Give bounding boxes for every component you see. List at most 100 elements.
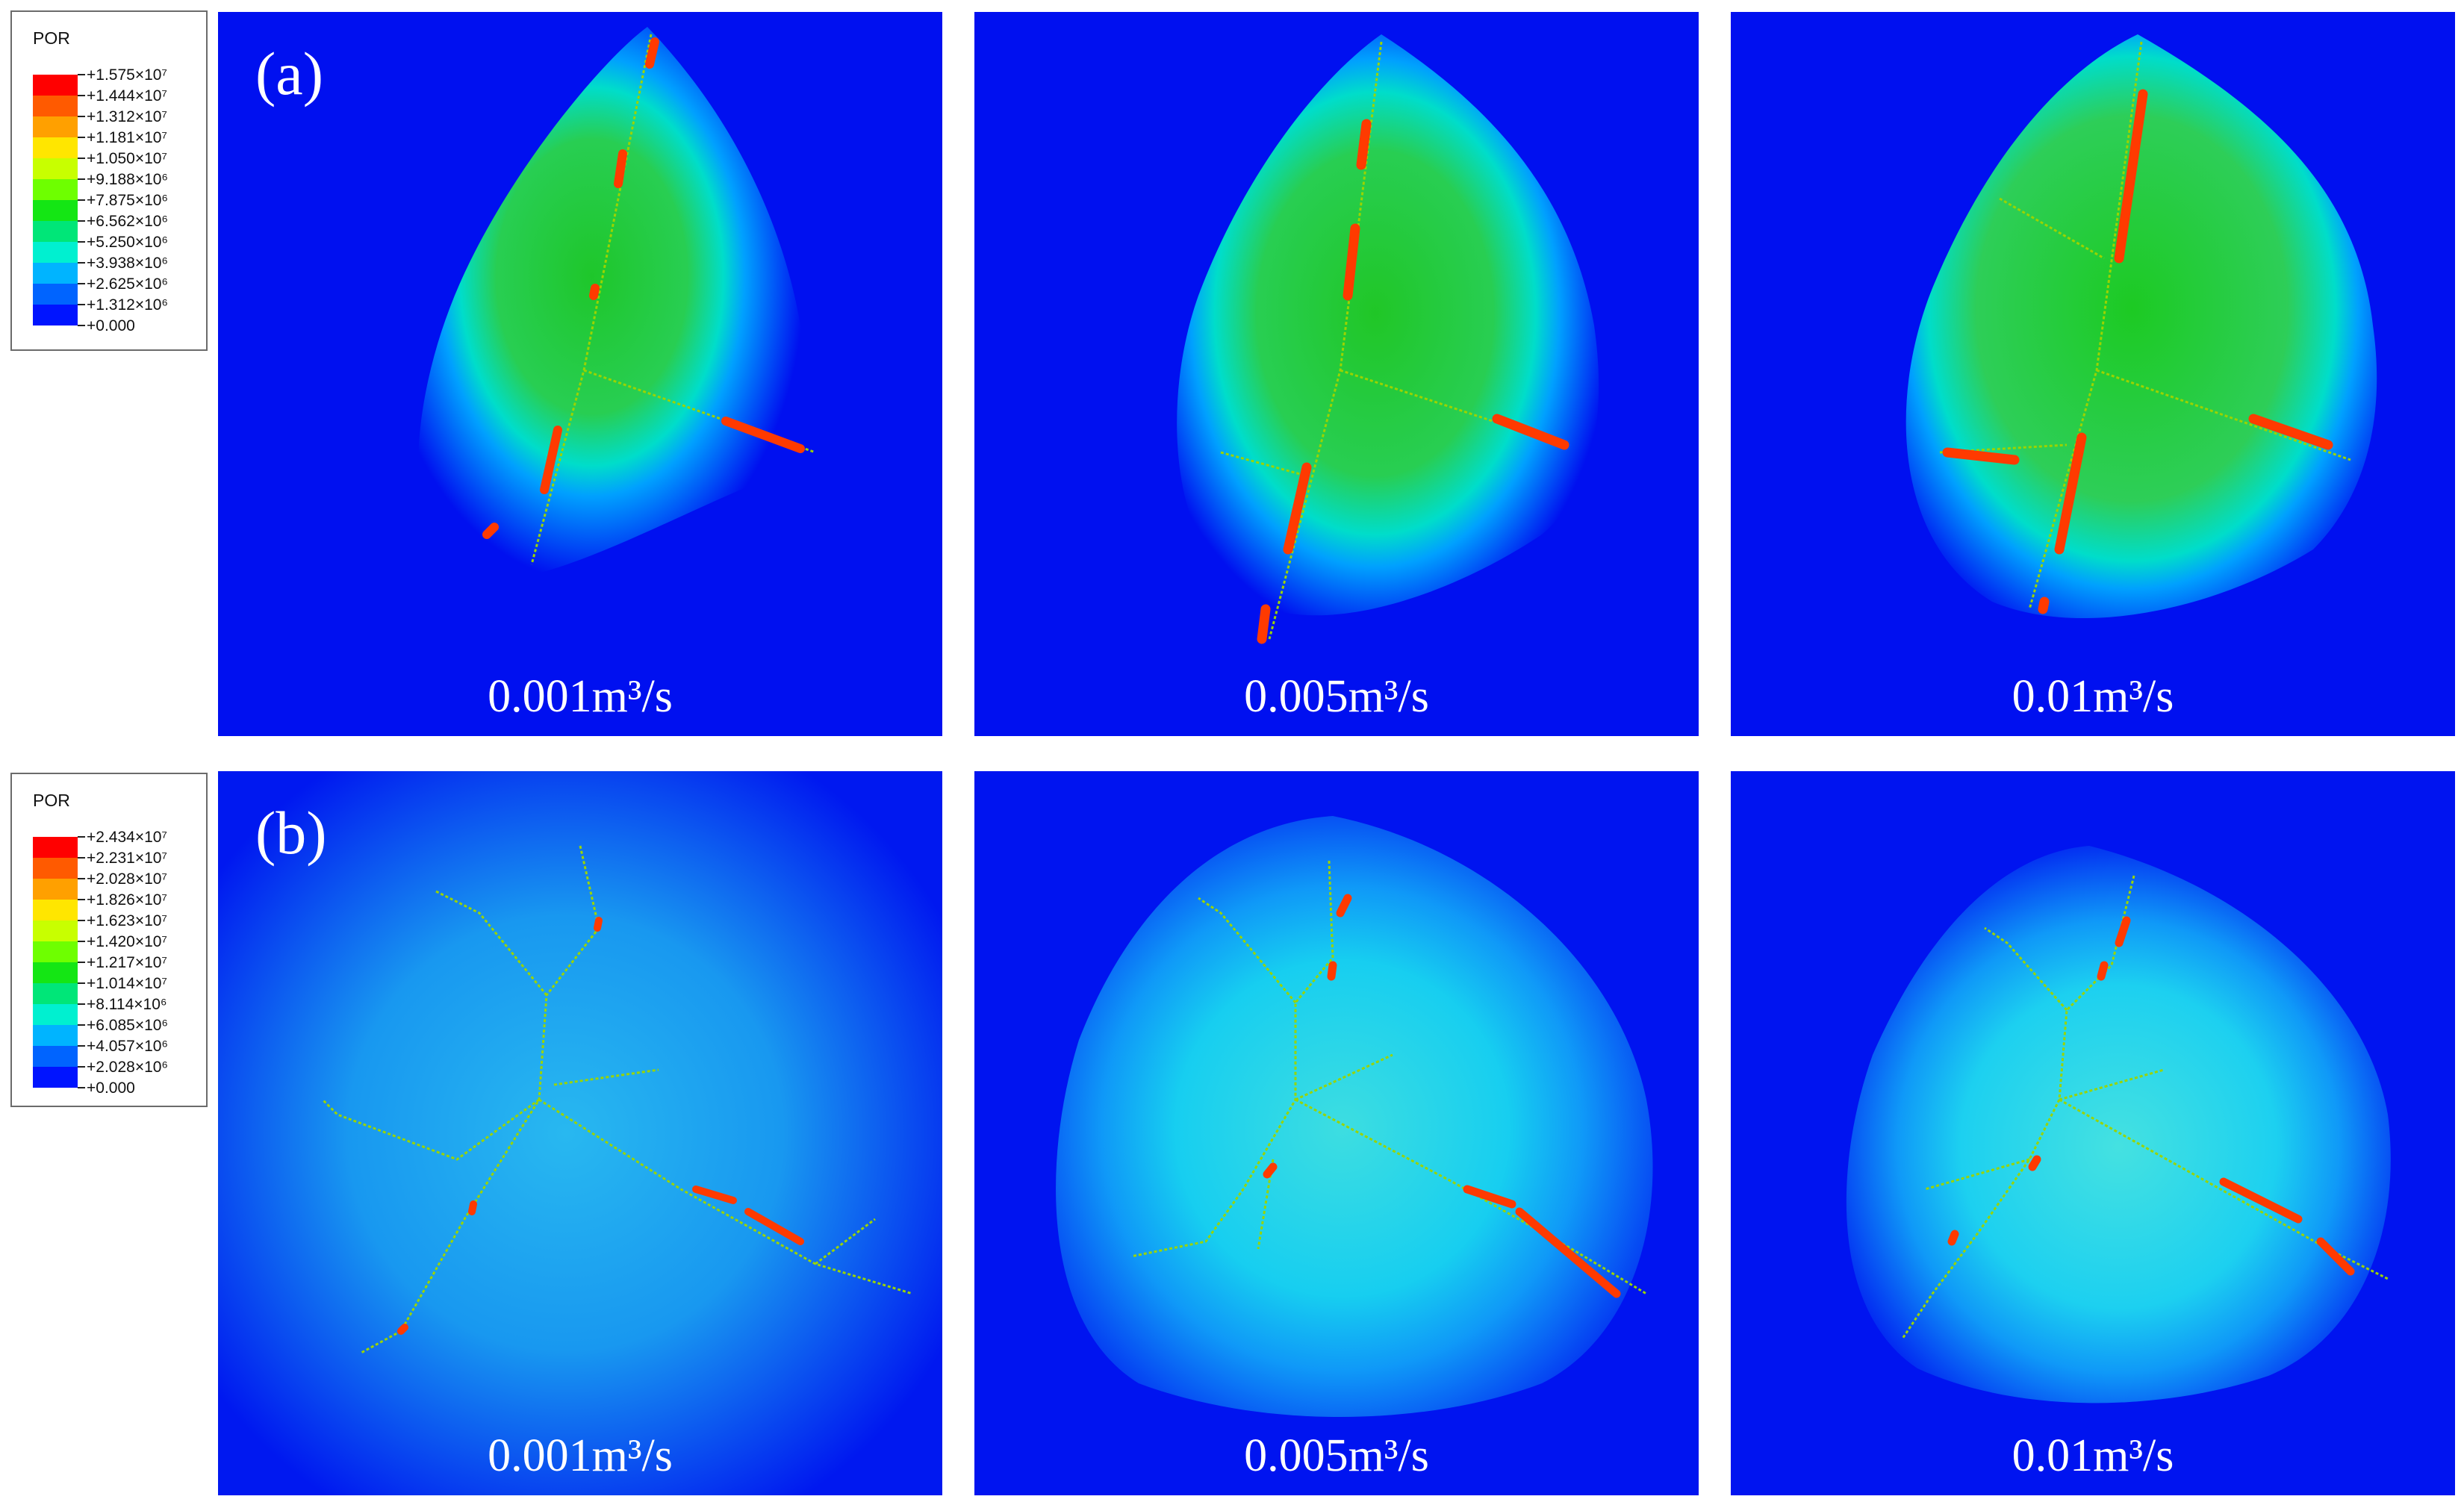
legend-label: +9.188×10⁶ (87, 171, 169, 188)
legend-label: +1.420×10⁷ (87, 933, 168, 950)
legend-tick (78, 857, 85, 859)
legend-tick (78, 199, 85, 201)
legend-label: +3.938×10⁶ (87, 255, 169, 272)
legend-tick (78, 74, 85, 75)
legend-swatch (33, 1067, 78, 1088)
legend-tick (78, 137, 85, 138)
legend-swatch (33, 75, 78, 96)
legend-swatch (33, 263, 78, 284)
legend-swatch (33, 221, 78, 242)
legend-tick (78, 158, 85, 159)
legend-tick (78, 1087, 85, 1088)
legend-tick (78, 283, 85, 284)
legend-tick (78, 178, 85, 180)
legend-label: +2.625×10⁶ (87, 275, 169, 293)
legend-swatch (33, 1046, 78, 1067)
legend-swatch (33, 858, 78, 879)
legend-swatch (33, 305, 78, 325)
panel-b-2: 0.005m³/s (974, 771, 1699, 1495)
legend-a: POR +1.575×10⁷ +1.444×10⁷ +1.312×10⁷ +1.181… (10, 10, 208, 351)
row-tag: (b) (255, 799, 327, 867)
panel-b-1: (b) 0.001m³/s (218, 771, 942, 1495)
panel-a-3: 0.01m³/s (1731, 12, 2455, 736)
legend-tick (78, 982, 85, 984)
legend-tick (78, 1066, 85, 1068)
legend-label: +2.028×10⁷ (87, 870, 168, 888)
legend-label: +4.057×10⁶ (87, 1038, 169, 1055)
legend-label: +1.217×10⁷ (87, 954, 168, 971)
legend-label: +1.050×10⁷ (87, 150, 168, 167)
legend-tick (78, 962, 85, 963)
legend-swatch (33, 179, 78, 200)
legend-tick (78, 920, 85, 921)
legend-tick (78, 116, 85, 117)
legend-b: POR +2.434×10⁷ +2.231×10⁷ +2.028×10⁷ +1.826… (10, 773, 208, 1107)
legend-swatch (33, 137, 78, 158)
legend-label: +1.312×10⁷ (87, 108, 168, 125)
flow-rate-label: 0.005m³/s (1244, 671, 1429, 722)
pressure-field (974, 12, 1699, 736)
legend-label: +7.875×10⁶ (87, 192, 169, 209)
legend-title: POR (33, 28, 70, 48)
pressure-field (1731, 771, 2455, 1495)
pressure-field (218, 12, 942, 736)
flow-rate-label: 0.001m³/s (488, 671, 673, 722)
legend-swatch (33, 158, 78, 179)
legend-swatch (33, 879, 78, 900)
legend-tick (78, 325, 85, 326)
legend-label: +1.312×10⁶ (87, 296, 169, 314)
legend-label: +1.575×10⁷ (87, 66, 168, 84)
legend-label: +6.562×10⁶ (87, 213, 169, 230)
legend-tick (78, 1024, 85, 1026)
legend-title: POR (33, 791, 70, 810)
legend-label: +6.085×10⁶ (87, 1017, 169, 1034)
legend-label: +0.000 (87, 1079, 135, 1097)
legend-swatch (33, 900, 78, 920)
panel-b-3: 0.01m³/s (1731, 771, 2455, 1495)
legend-swatch (33, 116, 78, 137)
pressure-field (974, 771, 1699, 1495)
legend-swatch (33, 200, 78, 221)
legend-tick (78, 95, 85, 96)
legend-swatch (33, 242, 78, 263)
legend-swatch (33, 962, 78, 983)
legend-label: +8.114×10⁶ (87, 996, 167, 1013)
legend-tick (78, 241, 85, 243)
legend-swatch (33, 837, 78, 858)
legend-label: +1.444×10⁷ (87, 87, 168, 105)
legend-tick (78, 878, 85, 879)
legend-label: +1.826×10⁷ (87, 891, 168, 909)
legend-swatch (33, 1025, 78, 1046)
legend-swatch (33, 1004, 78, 1025)
legend-label: +5.250×10⁶ (87, 234, 169, 251)
flow-rate-label: 0.005m³/s (1244, 1430, 1429, 1481)
legend-tick (78, 836, 85, 838)
legend-label: +1.014×10⁷ (87, 975, 168, 992)
panel-a-1: (a) 0.001m³/s (218, 12, 942, 736)
legend-tick (78, 899, 85, 900)
legend-label: +2.028×10⁶ (87, 1059, 169, 1076)
pressure-field (218, 771, 942, 1495)
legend-tick (78, 262, 85, 264)
flow-rate-label: 0.001m³/s (488, 1430, 673, 1481)
legend-tick (78, 941, 85, 942)
pressure-field (1731, 12, 2455, 736)
legend-label: +1.623×10⁷ (87, 912, 168, 929)
legend-tick (78, 1003, 85, 1005)
legend-swatch (33, 941, 78, 962)
legend-tick (78, 304, 85, 305)
legend-label: +1.181×10⁷ (87, 129, 168, 146)
panel-a-2: 0.005m³/s (974, 12, 1699, 736)
legend-swatch (33, 983, 78, 1004)
legend-tick (78, 1045, 85, 1047)
legend-label: +2.231×10⁷ (87, 850, 168, 867)
legend-label: +0.000 (87, 317, 135, 334)
row-tag: (a) (255, 40, 324, 108)
legend-tick (78, 220, 85, 222)
legend-swatch (33, 284, 78, 305)
legend-label: +2.434×10⁷ (87, 829, 168, 846)
legend-swatch (33, 920, 78, 941)
flow-rate-label: 0.01m³/s (2012, 1430, 2174, 1481)
legend-swatch (33, 96, 78, 116)
flow-rate-label: 0.01m³/s (2012, 671, 2174, 722)
